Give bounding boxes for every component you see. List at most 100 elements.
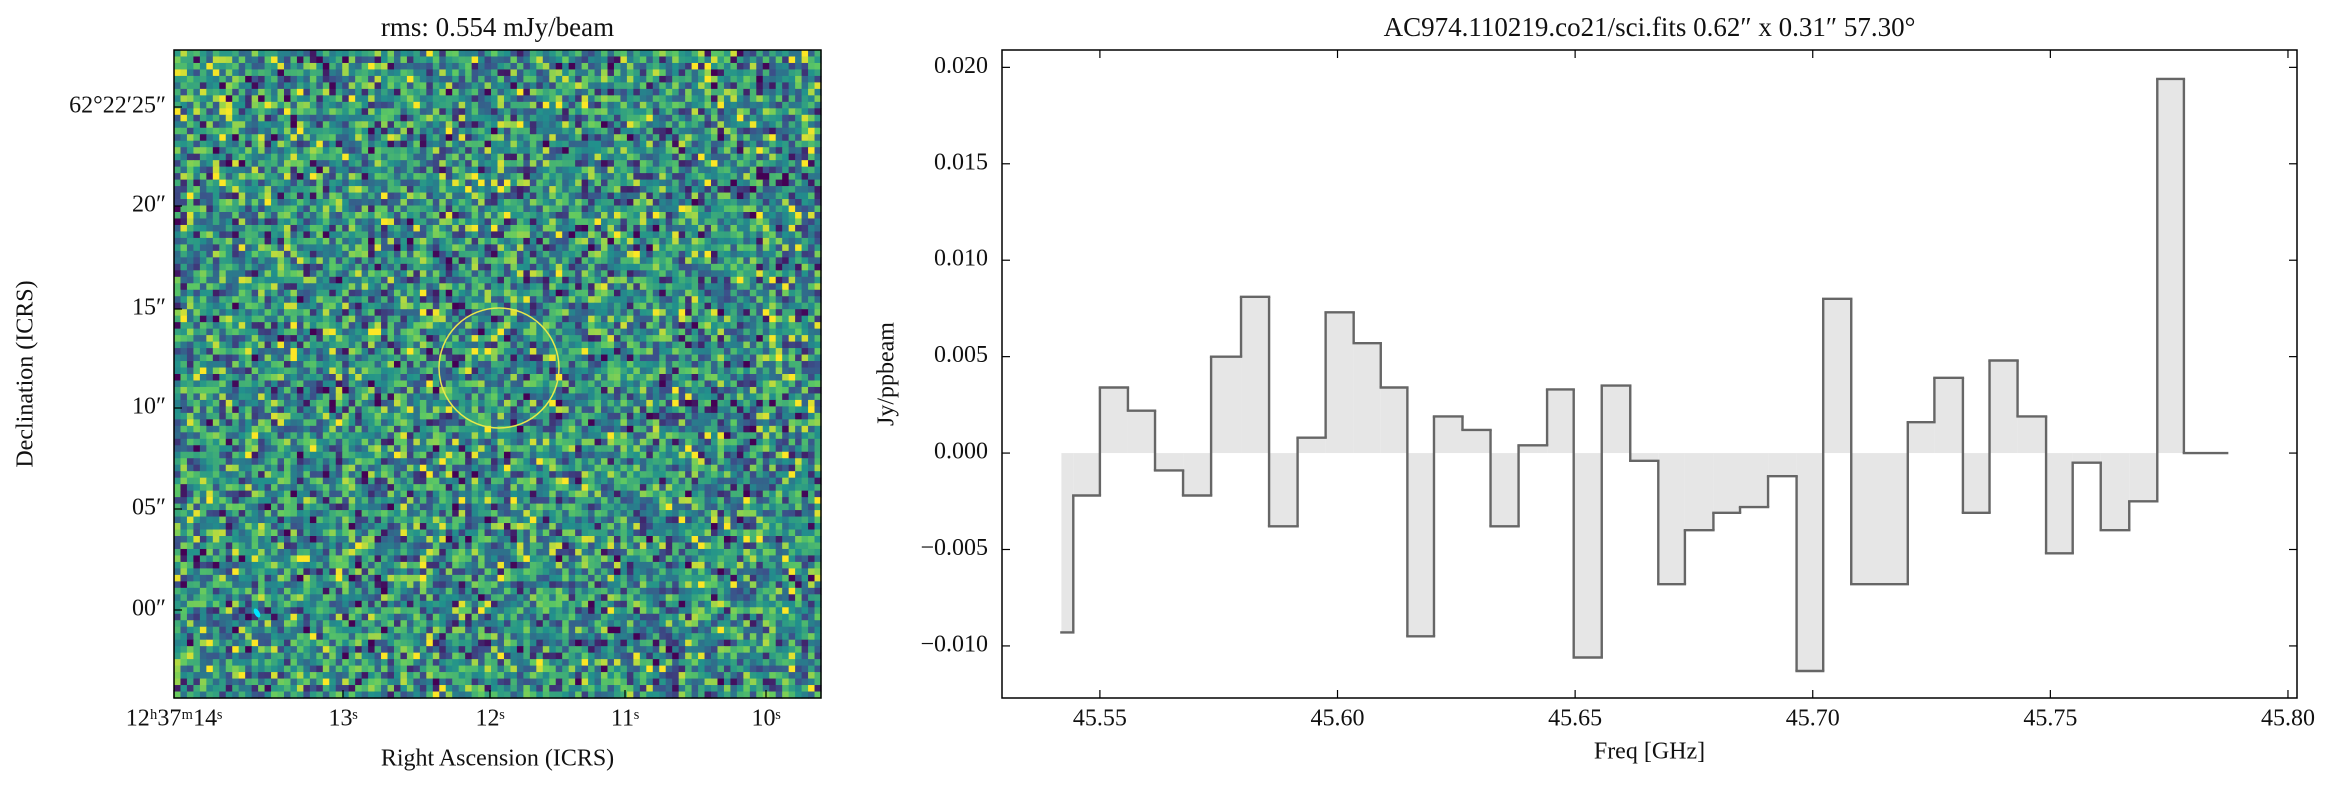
pixel bbox=[432, 341, 440, 349]
pixel bbox=[555, 173, 563, 181]
pixel bbox=[588, 166, 596, 174]
pixel bbox=[458, 237, 466, 245]
pixel bbox=[355, 82, 363, 90]
pixel bbox=[180, 199, 188, 207]
pixel bbox=[529, 88, 537, 96]
pixel bbox=[795, 127, 803, 135]
pixel bbox=[329, 50, 337, 58]
pixel bbox=[329, 341, 337, 349]
pixel bbox=[646, 199, 654, 207]
pixel bbox=[756, 315, 764, 323]
pixel bbox=[387, 367, 395, 375]
pixel bbox=[348, 309, 356, 317]
pixel bbox=[555, 212, 563, 220]
pixel bbox=[529, 361, 537, 369]
pixel bbox=[646, 56, 654, 64]
pixel bbox=[335, 354, 343, 362]
pixel bbox=[685, 50, 693, 58]
pixel bbox=[788, 153, 796, 161]
pixel bbox=[174, 237, 182, 245]
pixel bbox=[795, 348, 803, 356]
pixel bbox=[795, 199, 803, 207]
pixel bbox=[523, 212, 531, 220]
pixel bbox=[672, 101, 680, 109]
pixel bbox=[775, 160, 783, 168]
pixel bbox=[601, 121, 609, 129]
pixel bbox=[685, 341, 693, 349]
pixel bbox=[303, 140, 311, 148]
pixel bbox=[432, 192, 440, 200]
pixel bbox=[698, 160, 706, 168]
pixel bbox=[232, 62, 240, 71]
pixel bbox=[510, 224, 518, 233]
pixel bbox=[652, 322, 660, 330]
pixel bbox=[730, 270, 738, 278]
pixel bbox=[575, 114, 583, 122]
pixel bbox=[355, 62, 363, 71]
pixel bbox=[510, 289, 518, 297]
pixel bbox=[523, 237, 531, 245]
pixel bbox=[458, 121, 466, 129]
pixel bbox=[452, 296, 460, 304]
pixel bbox=[426, 244, 434, 252]
pixel bbox=[491, 101, 499, 109]
pixel bbox=[723, 56, 732, 64]
pixel bbox=[529, 218, 537, 226]
pixel bbox=[542, 82, 550, 90]
pixel bbox=[452, 224, 460, 233]
pixel bbox=[607, 354, 615, 362]
pixel bbox=[568, 82, 576, 90]
pixel bbox=[555, 153, 563, 161]
pixel bbox=[497, 237, 505, 245]
pixel bbox=[186, 335, 195, 343]
pixel bbox=[711, 153, 719, 161]
pixel bbox=[193, 173, 201, 181]
pixel bbox=[613, 75, 622, 83]
pixel bbox=[633, 270, 641, 278]
pixel bbox=[296, 153, 304, 161]
pixel bbox=[594, 62, 602, 71]
pixel bbox=[542, 205, 550, 213]
pixel bbox=[290, 302, 298, 310]
pixel bbox=[348, 160, 356, 168]
pixel bbox=[704, 186, 712, 194]
pixel bbox=[568, 218, 576, 226]
pixel bbox=[381, 199, 389, 207]
pixel bbox=[711, 296, 719, 304]
pixel bbox=[212, 335, 220, 343]
pixel bbox=[736, 218, 744, 226]
pixel bbox=[555, 50, 563, 58]
pixel bbox=[626, 348, 634, 356]
pixel bbox=[199, 56, 207, 64]
pixel bbox=[393, 108, 402, 116]
pixel bbox=[322, 108, 330, 116]
pixel bbox=[361, 69, 369, 77]
pixel bbox=[503, 276, 512, 284]
pixel bbox=[652, 348, 660, 356]
pixel bbox=[801, 276, 809, 284]
pixel bbox=[232, 114, 240, 122]
pixel bbox=[626, 250, 634, 258]
pixel bbox=[620, 218, 628, 226]
pixel bbox=[245, 218, 253, 226]
pixel bbox=[749, 134, 757, 142]
pixel bbox=[206, 205, 214, 213]
pixel bbox=[271, 75, 279, 83]
pixel bbox=[283, 173, 292, 181]
pixel bbox=[400, 173, 408, 181]
pixel bbox=[290, 69, 298, 77]
pixel bbox=[484, 62, 492, 71]
pixel bbox=[555, 199, 563, 207]
pixel bbox=[769, 276, 777, 284]
pixel bbox=[691, 153, 699, 161]
pixel bbox=[426, 361, 434, 369]
pixel bbox=[258, 95, 266, 103]
pixel bbox=[290, 335, 298, 343]
pixel bbox=[186, 348, 195, 356]
pixel bbox=[659, 250, 667, 258]
pixel bbox=[426, 75, 434, 83]
pixel bbox=[743, 205, 751, 213]
pixel bbox=[174, 134, 182, 142]
pixel bbox=[665, 328, 673, 336]
pixel bbox=[296, 88, 304, 96]
